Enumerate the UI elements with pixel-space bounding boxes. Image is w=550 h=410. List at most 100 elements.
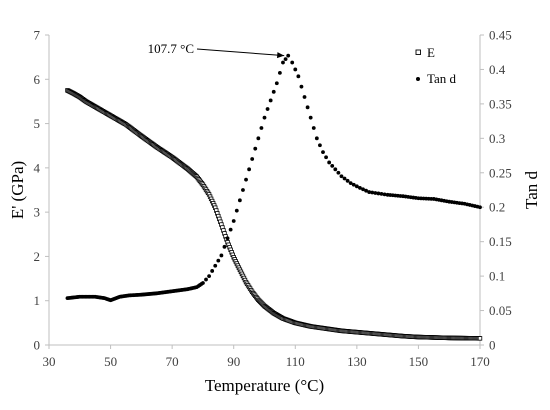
tan-d-point [302, 95, 307, 99]
tan-d-point [237, 198, 242, 203]
tan-d-point [367, 190, 372, 194]
x-tick-label: 50 [104, 354, 117, 369]
tan-d-point [370, 190, 375, 195]
tan-d-point [348, 181, 353, 186]
ticks: 30 50 70 90 110 130 150 1700123456700.050.10.15… [34, 28, 512, 370]
tan-d-point [274, 81, 279, 86]
tan-d-point [321, 150, 325, 155]
tan-d-point [382, 192, 387, 197]
y-left-tick-label: 6 [34, 72, 41, 87]
y-left-tick-label: 0 [34, 338, 41, 353]
tan-d-point [354, 184, 359, 189]
tan-d-point [358, 186, 362, 190]
tan-d-point [324, 155, 328, 160]
tan-d-point [225, 236, 230, 241]
tan-d-point [219, 253, 224, 258]
tan-d-point [277, 70, 282, 75]
e-point [477, 336, 483, 341]
y-left-tick-label: 2 [34, 249, 41, 264]
tan-d-point [478, 205, 482, 210]
y-right-tick-label: 0.45 [489, 28, 512, 43]
tan-d-point [262, 115, 267, 120]
tan-d-point [314, 136, 319, 141]
tan-d-point [311, 126, 316, 130]
tan-d-point [204, 277, 208, 282]
y-right-tick-label: 0 [489, 338, 496, 353]
y-right-tick-label: 0.1 [489, 269, 505, 284]
tan-d-point [339, 174, 344, 179]
tan-d-point [268, 98, 273, 103]
tan-d-point [244, 177, 248, 182]
legend-tan-d-marker [416, 77, 420, 81]
tan-d-point [283, 57, 288, 62]
tan-d-point [201, 281, 205, 285]
tan-d-point [286, 53, 291, 58]
tan-d-point [296, 74, 301, 79]
y-axis-left-title: E' (GPa) [8, 161, 27, 219]
tan-d-point [253, 146, 258, 151]
peak-annotation: 107.7 °C [148, 41, 285, 59]
annotation-label: 107.7 °C [148, 41, 194, 56]
y-right-tick-label: 0.15 [489, 234, 512, 249]
x-tick-label: 110 [286, 354, 305, 369]
tan-d-point [318, 143, 322, 148]
tan-d-point [361, 187, 365, 192]
y-axis-right-title: Tan d [522, 171, 541, 209]
y-left-tick-label: 7 [34, 28, 41, 43]
y-right-tick-label: 0.35 [489, 96, 512, 111]
tan-d-point [231, 219, 236, 223]
annotation-arrowhead [276, 52, 285, 59]
y-right-tick-label: 0.2 [489, 200, 505, 215]
y-right-tick-label: 0.4 [489, 62, 506, 77]
y-left-tick-label: 5 [34, 116, 41, 131]
tan-d-point [213, 263, 218, 268]
tan-d-point [247, 167, 252, 172]
legend-e-label: E [427, 45, 435, 60]
x-tick-label: 90 [227, 354, 240, 369]
tan-d-point [241, 188, 245, 192]
tan-d-point [216, 258, 221, 263]
tan-d-point [333, 167, 338, 172]
legend-tan-d-label: Tan d [427, 71, 457, 86]
y-left-tick-label: 4 [34, 160, 41, 175]
tan-d-point [345, 178, 350, 183]
x-tick-label: 30 [43, 354, 56, 369]
x-tick-label: 150 [409, 354, 429, 369]
tan-d-point [305, 105, 310, 110]
tan-d-point [259, 126, 264, 130]
tan-d-point [351, 182, 356, 187]
y-right-tick-label: 0.25 [489, 165, 512, 180]
tan-d-point [234, 208, 239, 213]
tan-d-point [342, 176, 347, 181]
y-right-tick-label: 0.05 [489, 303, 512, 318]
tan-d-point [210, 269, 215, 273]
tan-d-point [207, 274, 211, 279]
tan-d-point [376, 191, 381, 196]
series-tan-d-points [65, 53, 482, 303]
x-tick-label: 170 [470, 354, 490, 369]
tan-d-point [299, 84, 304, 89]
x-axis-title: Temperature (°C) [205, 376, 324, 395]
y-left-tick-label: 1 [34, 293, 41, 308]
y-right-tick-label: 0.3 [489, 131, 505, 146]
tan-d-point [281, 60, 285, 65]
y-left-tick-label: 3 [34, 205, 41, 220]
series-e-points [65, 88, 483, 341]
tan-d-point [290, 60, 295, 65]
tan-d-point [327, 160, 332, 165]
x-tick-label: 130 [347, 354, 367, 369]
tan-d-point [265, 107, 270, 111]
tan-d-point [336, 170, 341, 175]
x-tick-label: 70 [166, 354, 179, 369]
annotation-arrow-line [196, 48, 285, 57]
tan-d-point [308, 115, 313, 120]
tan-d-point [379, 192, 384, 196]
tan-d-point [364, 188, 368, 193]
tan-d-point [373, 191, 378, 195]
tan-d-point [222, 244, 227, 249]
tan-d-point [330, 163, 335, 168]
tan-d-point [228, 227, 233, 232]
tan-d-point [271, 89, 276, 94]
tan-d-point [250, 157, 255, 161]
